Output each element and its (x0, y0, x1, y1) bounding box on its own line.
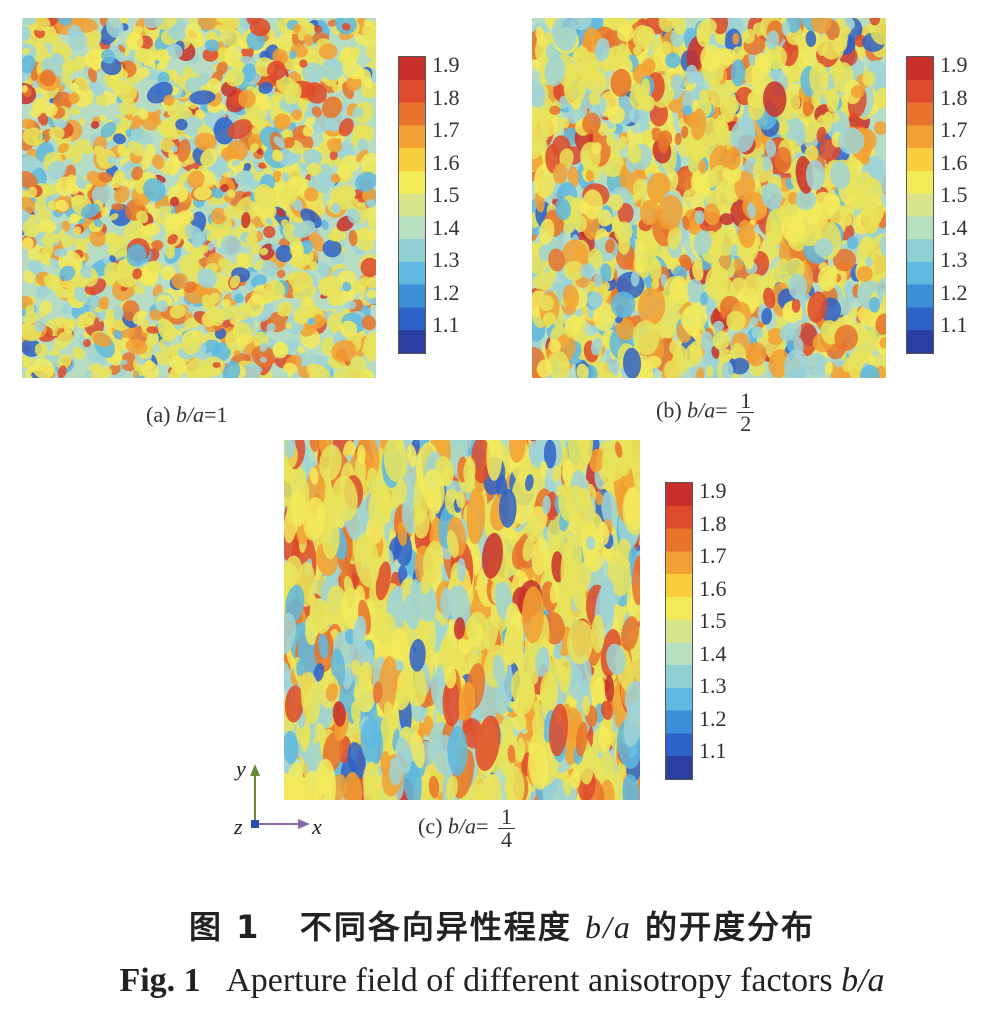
colorbar-tick-label: 1.5 (940, 182, 968, 207)
axis-label-y: y (236, 756, 246, 781)
aperture-field-b (532, 18, 886, 378)
colorbar-c (665, 482, 693, 780)
colorbar-tick-label: 1.8 (432, 84, 460, 110)
colorbar-tick-label: 1.2 (432, 279, 460, 305)
colorbar-b (906, 56, 934, 354)
colorbar-tick-label: 1.3 (432, 247, 460, 272)
colorbar-tick-label: 1.6 (940, 149, 968, 175)
figure-caption-en: Fig. 1 Aperture field of different aniso… (119, 962, 885, 999)
colorbar-tick-label: 1.2 (699, 705, 727, 731)
colorbar-tick-label: 1.5 (432, 182, 460, 207)
aperture-field-a (22, 18, 376, 378)
axis-label-x: x (312, 814, 322, 839)
colorbar-tick-label: 1.7 (940, 117, 968, 142)
colorbar-tick-label: 1.9 (432, 52, 460, 77)
colorbar-tick-label: 1.1 (940, 312, 968, 337)
colorbar-tick-label: 1.6 (432, 149, 460, 175)
axis-label-z: z (234, 814, 243, 839)
colorbar-tick-label: 1.4 (699, 640, 727, 666)
colorbar-tick-label: 1.5 (699, 608, 727, 633)
colorbar-tick-label: 1.3 (699, 673, 727, 698)
aperture-field-c (284, 440, 640, 800)
colorbar-tick-label: 1.4 (432, 214, 460, 240)
colorbar-tick-label: 1.6 (699, 575, 727, 601)
colorbar-tick-label: 1.2 (940, 279, 968, 305)
figure-caption-zh: 图 1 不同各向异性程度 b/a 的开度分布 (188, 908, 816, 946)
colorbar-a (398, 56, 426, 354)
coordinate-axes: y z x (230, 756, 340, 846)
colorbar-tick-label: 1.1 (699, 738, 727, 763)
colorbar-tick-label: 1.3 (940, 247, 968, 272)
colorbar-tick-label: 1.4 (940, 214, 968, 240)
colorbar-tick-label: 1.1 (432, 312, 460, 337)
axes-arrows-icon (250, 764, 310, 829)
colorbar-tick-label: 1.7 (699, 543, 727, 568)
colorbar-tick-label: 1.9 (699, 478, 727, 503)
subcaption-a: (a) b/a=1 (146, 402, 228, 427)
colorbar-tick-label: 1.7 (432, 117, 460, 142)
colorbar-tick-label: 1.8 (940, 84, 968, 110)
colorbar-tick-label: 1.8 (699, 510, 727, 536)
colorbar-tick-label: 1.9 (940, 52, 968, 77)
